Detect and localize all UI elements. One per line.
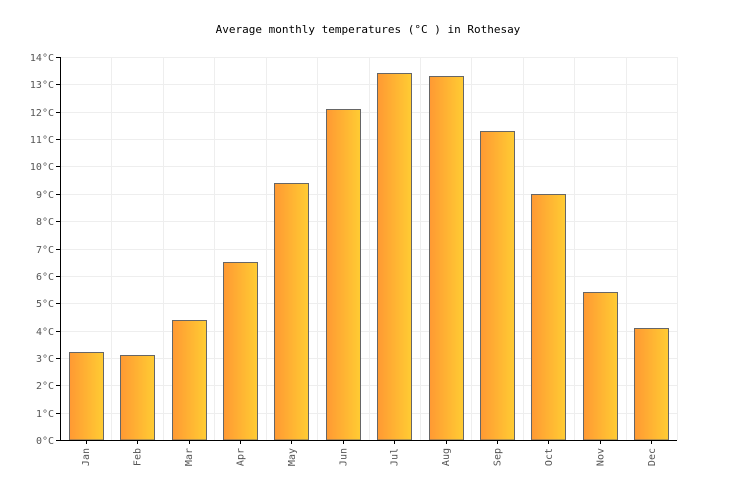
x-tick-label-nov: Nov [595, 448, 606, 466]
y-tick-label: 11°C [30, 135, 54, 146]
y-tick-labels: 0°C 1°C 2°C 3°C 4°C 5°C 6°C 7°C 8°C 9°C 10°C 11°C 12… [30, 53, 54, 447]
x-tick-label-aug: Aug [441, 448, 452, 466]
x-tick-label-mar: Mar [184, 448, 195, 466]
y-tick-label: 7°C [36, 245, 54, 256]
bar-jul [377, 73, 412, 441]
x-tick-label-may: May [287, 448, 298, 466]
bar-jan [69, 352, 104, 441]
bar-apr [223, 262, 258, 441]
bar-mar [172, 320, 207, 441]
y-tick-label: 4°C [36, 327, 54, 338]
y-tick-label: 14°C [30, 53, 54, 64]
y-tick-label: 2°C [36, 381, 54, 392]
y-tick-label: 6°C [36, 272, 54, 283]
x-tick-labels: Jan Feb Mar Apr May Jun Jul Aug Sep Oct Nov Dec [81, 448, 658, 466]
x-tick-label-jul: Jul [390, 448, 401, 466]
x-tick-label-jun: Jun [338, 448, 349, 466]
chart-title: Average monthly temperatures (°C ) in Ro… [216, 23, 521, 36]
x-tick-label-jan: Jan [81, 448, 92, 466]
y-tick-label: 1°C [36, 409, 54, 420]
y-tick-label: 5°C [36, 299, 54, 310]
bar-oct [531, 194, 566, 441]
bar-sep [480, 131, 515, 441]
bar-aug [429, 76, 464, 441]
bar-may [274, 183, 309, 441]
axes-layer [56, 57, 677, 444]
y-tick-label: 12°C [30, 108, 54, 119]
grid-layer [60, 57, 678, 440]
bar-feb [120, 355, 155, 441]
y-tick-label: 3°C [36, 354, 54, 365]
x-tick-label-apr: Apr [235, 448, 246, 466]
x-tick-label-sep: Sep [493, 448, 504, 466]
y-tick-label: 0°C [36, 436, 54, 447]
y-tick-label: 8°C [36, 217, 54, 228]
y-tick-label: 9°C [36, 190, 54, 201]
bar-dec [634, 328, 669, 441]
x-tick-label-feb: Feb [133, 448, 144, 466]
y-tick-label: 13°C [30, 80, 54, 91]
bar-jun [326, 109, 361, 441]
bars-layer [69, 73, 669, 441]
x-tick-label-oct: Oct [544, 448, 555, 466]
bar-nov [583, 292, 618, 441]
y-tick-label: 10°C [30, 162, 54, 173]
x-tick-label-dec: Dec [647, 448, 658, 466]
